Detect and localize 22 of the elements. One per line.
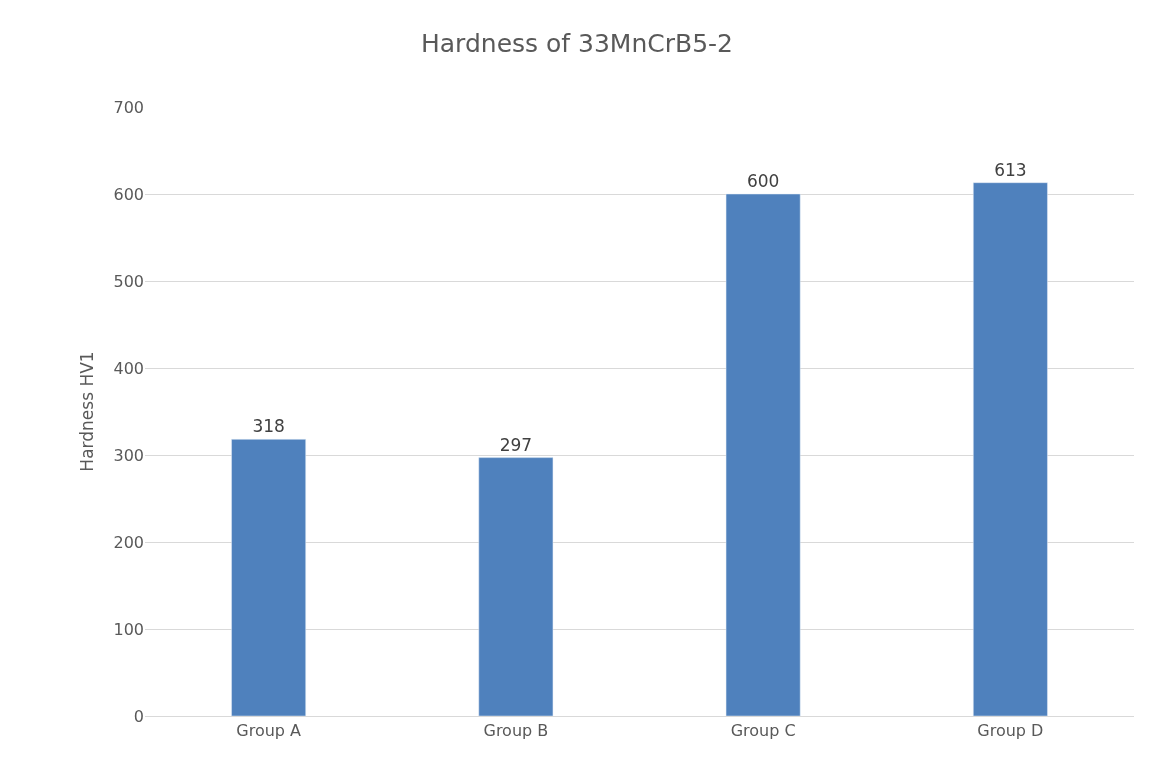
bar	[231, 439, 306, 716]
data-label: 318	[252, 416, 285, 437]
bar	[478, 457, 554, 716]
data-label: 297	[499, 434, 533, 455]
bar	[725, 193, 801, 716]
y-axis-title: Hardness HV1	[77, 351, 97, 472]
data-label: 600	[746, 171, 780, 191]
y-tick-label: 200	[113, 532, 144, 552]
y-tick-label: 500	[113, 271, 144, 291]
x-tick-label: Group B	[483, 721, 549, 741]
data-label: 613	[994, 159, 1027, 180]
x-tick-label: Group A	[236, 721, 302, 741]
y-tick-label: 700	[113, 97, 144, 117]
y-tick-label: 400	[113, 358, 144, 378]
bar	[973, 182, 1048, 716]
y-tick-label: 100	[113, 619, 144, 639]
chart-title: Hardness of 33MnCrB5-2	[420, 29, 734, 59]
x-tick-label: Group D	[977, 721, 1044, 741]
y-tick-label: 600	[113, 184, 144, 204]
x-tick-label: Group C	[730, 721, 796, 741]
y-tick-label: 300	[113, 445, 144, 465]
y-tick-label: 0	[133, 706, 144, 726]
